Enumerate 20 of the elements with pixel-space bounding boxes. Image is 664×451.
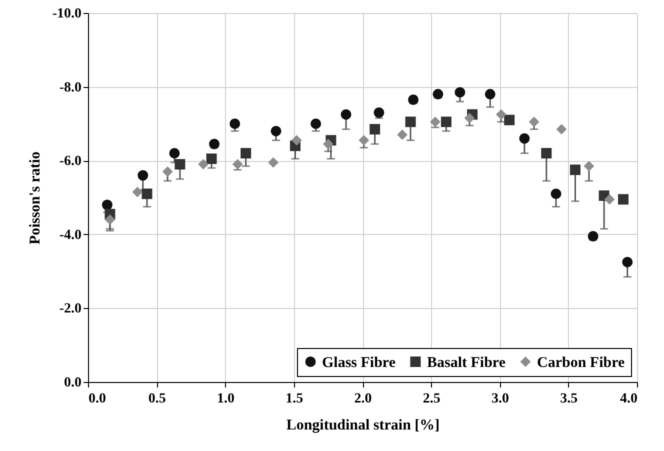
- y-tick-label: -2.0: [59, 302, 82, 317]
- legend-label: Glass Fibre: [322, 354, 396, 371]
- legend-label: Carbon Fibre: [537, 354, 625, 371]
- y-tick-label: 0.0: [64, 376, 82, 390]
- y-axis-title: Poisson's ratio: [27, 152, 44, 244]
- x-tick-label: 2.0: [354, 392, 372, 406]
- y-tick-label: -4.0: [59, 228, 82, 243]
- y-tick-label: -10.0: [52, 6, 82, 22]
- x-axis-title: Longitudinal strain [%]: [286, 418, 440, 434]
- x-tick-label: 0.0: [88, 392, 106, 406]
- x-tick-label: 0.5: [148, 392, 166, 406]
- y-tick-label: -8.0: [59, 80, 82, 96]
- x-tick-label: 1.0: [217, 392, 234, 406]
- x-tick-label: 3.0: [492, 392, 509, 406]
- legend-label: Basalt Fibre: [427, 354, 506, 371]
- y-tick-label: -6.0: [59, 154, 82, 170]
- x-tick-label: 1.5: [286, 392, 304, 406]
- x-tick-label: 3.5: [560, 392, 578, 406]
- x-tick-label: 2.5: [422, 392, 440, 406]
- x-tick-label: 4.0: [620, 392, 638, 406]
